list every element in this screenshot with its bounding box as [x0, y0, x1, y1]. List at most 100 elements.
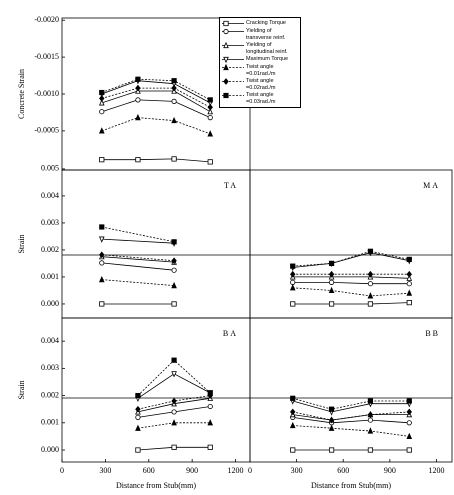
marker [207, 444, 213, 450]
series-line [101, 238, 175, 244]
marker [207, 115, 213, 121]
panel-label: MA [423, 181, 440, 190]
marker [328, 260, 335, 267]
y-tick-label: -0.0005 [34, 126, 59, 135]
legend-icon [222, 78, 244, 85]
marker [223, 64, 229, 71]
legend-icon [222, 28, 244, 35]
marker [367, 411, 374, 418]
marker [98, 236, 105, 243]
series-line [292, 425, 410, 437]
series-line [101, 78, 211, 101]
marker [406, 270, 412, 278]
marker [406, 398, 412, 404]
marker [289, 421, 296, 429]
legend-label: Twist angle =0.02rad./m [246, 78, 276, 91]
legend-label: Twist angle =0.01rad./m [246, 64, 276, 77]
series-line [292, 302, 410, 305]
marker [171, 419, 177, 426]
x-tick-label: 600 [143, 466, 155, 475]
y-tick-label: -0.0010 [34, 89, 59, 98]
y-tick-label: 0.003 [41, 218, 59, 227]
y-tick-label: 0.004 [41, 191, 59, 200]
x-tick-label: 0 [248, 466, 252, 475]
marker [289, 284, 296, 291]
legend-icon [222, 42, 244, 49]
marker [223, 42, 229, 49]
marker [135, 113, 141, 121]
legend-item: Cracking Torque [220, 20, 300, 27]
plot-frame [249, 317, 453, 463]
marker [406, 289, 413, 296]
panel-label: BB [425, 329, 440, 338]
marker [99, 301, 105, 307]
marker [99, 251, 105, 259]
series-line [101, 90, 211, 113]
series-line [137, 395, 211, 410]
marker [328, 406, 335, 412]
plot-frame [61, 317, 251, 463]
marker [367, 417, 374, 423]
series-line [292, 252, 410, 268]
marker [135, 97, 141, 103]
marker [328, 286, 335, 294]
legend-item: Twist angle =0.03rad./m [220, 92, 300, 105]
marker [328, 447, 335, 453]
x-tick-label: 600 [337, 466, 349, 475]
marker [135, 157, 141, 163]
series-line [137, 359, 211, 396]
series-line [101, 262, 175, 271]
y-axis-label: Strain [17, 380, 26, 399]
series-line [292, 250, 410, 267]
marker [171, 397, 177, 405]
series-line [101, 256, 175, 263]
marker [207, 403, 213, 410]
y-tick-label: 0.000 [41, 445, 59, 454]
marker [367, 301, 374, 307]
marker [171, 267, 177, 273]
marker [406, 256, 412, 262]
series-line [292, 287, 410, 297]
legend-label: Yielding of longitudinal reinf. [246, 42, 288, 55]
marker [406, 281, 412, 287]
y-tick-label: 0.004 [41, 336, 59, 345]
marker [98, 127, 105, 134]
marker [406, 300, 412, 306]
series-line [101, 226, 175, 243]
series-line [101, 117, 211, 135]
x-tick-label: 900 [186, 466, 198, 475]
marker [367, 281, 374, 287]
series-line [292, 411, 410, 421]
marker [171, 301, 177, 307]
marker [223, 78, 229, 85]
marker [171, 371, 177, 378]
series-line [137, 373, 211, 399]
marker [223, 20, 229, 27]
legend-label: Twist angle =0.03rad./m [246, 92, 276, 105]
marker [367, 248, 374, 254]
marker [406, 274, 413, 281]
marker [290, 270, 296, 278]
y-tick-label: 0.002 [41, 245, 59, 254]
x-tick-label: 300 [291, 466, 303, 475]
marker [223, 92, 229, 99]
marker [223, 56, 229, 63]
series-line [101, 158, 211, 163]
panel-label: TA [224, 181, 238, 190]
y-tick-label: 0.005 [41, 164, 59, 173]
x-tick-label: 300 [99, 466, 111, 475]
panel-label: BA [223, 329, 238, 338]
series-line [101, 80, 211, 104]
marker [99, 95, 105, 102]
legend-icon [222, 56, 244, 63]
legend-item: Yielding of longitudinal reinf. [220, 42, 300, 55]
legend-item: Maximum Torque [220, 56, 300, 63]
marker [207, 108, 214, 115]
legend-icon [222, 20, 244, 27]
marker [171, 444, 177, 450]
marker [290, 301, 296, 307]
marker [290, 395, 296, 401]
marker [367, 270, 374, 278]
series-line [292, 414, 410, 421]
marker [135, 414, 141, 420]
